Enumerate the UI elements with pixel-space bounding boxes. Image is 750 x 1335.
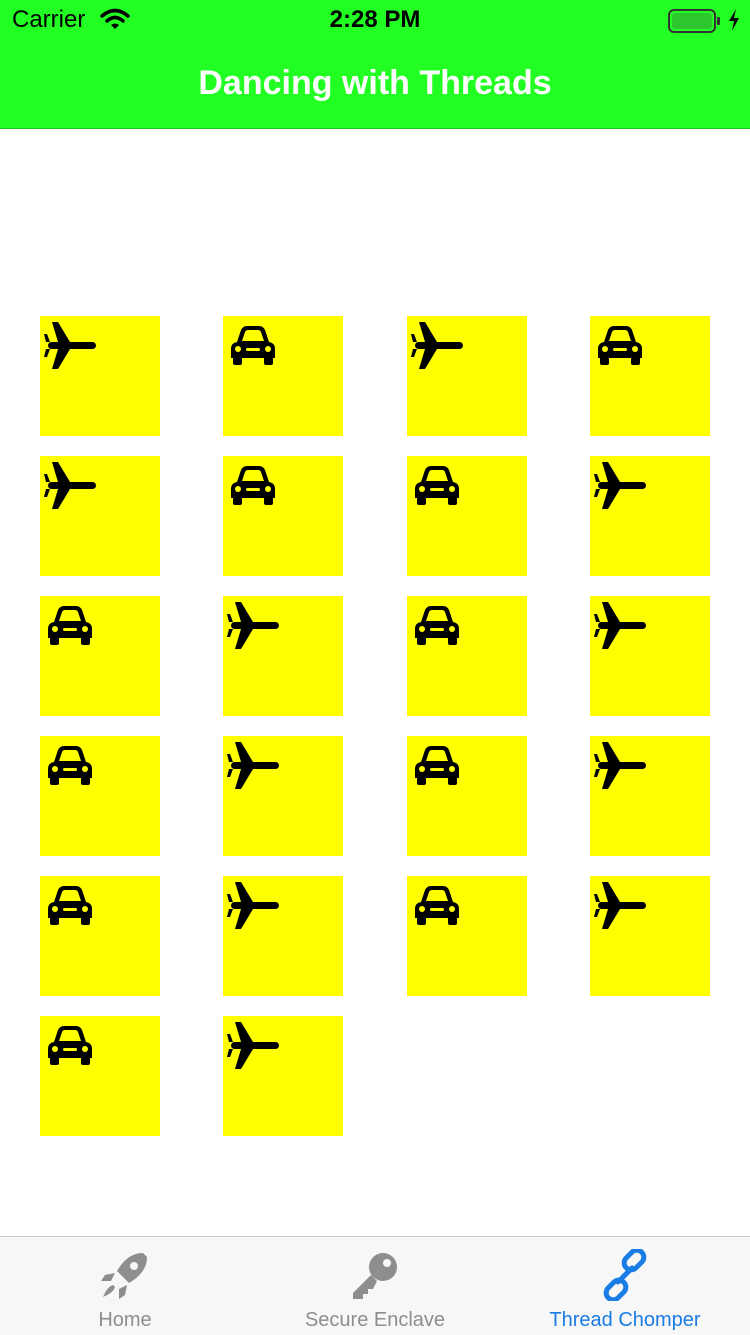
tab-secure-enclave[interactable]: Secure Enclave — [250, 1237, 500, 1335]
navigation-bar: Dancing with Threads — [0, 40, 750, 129]
airplane-icon — [227, 1022, 279, 1069]
status-bar: Carrier 2:28 PM — [0, 0, 750, 40]
tile — [40, 456, 160, 576]
airplane-icon — [44, 322, 96, 369]
airplane-icon — [411, 322, 463, 369]
tile — [407, 736, 527, 856]
tile — [590, 596, 710, 716]
carrier-label: Carrier — [12, 6, 86, 33]
tile — [590, 316, 710, 436]
car-icon — [415, 606, 459, 645]
rocket-icon — [101, 1253, 147, 1299]
tab-secure-enclave-label: Secure Enclave — [304, 1309, 446, 1331]
page-title: Dancing with Threads — [198, 64, 552, 102]
car-icon — [231, 466, 275, 505]
car-icon — [48, 606, 92, 645]
tab-bar: Home Secure Enclave Thread Chomper — [0, 1236, 750, 1335]
tile-grid — [40, 316, 710, 1136]
airplane-icon — [594, 462, 646, 509]
tab-thread-chomper-label: Thread Chomper — [549, 1309, 701, 1331]
airplane-icon — [227, 602, 279, 649]
status-time: 2:28 PM — [329, 6, 421, 33]
battery-icon — [668, 9, 722, 38]
car-icon — [48, 886, 92, 925]
airplane-icon — [44, 462, 96, 509]
tile — [223, 736, 343, 856]
charging-icon — [727, 8, 741, 37]
airplane-icon — [594, 602, 646, 649]
airplane-icon — [594, 742, 646, 789]
car-icon — [415, 746, 459, 785]
tile — [590, 876, 710, 996]
tile — [407, 596, 527, 716]
tile — [40, 316, 160, 436]
tile — [223, 876, 343, 996]
tile — [40, 736, 160, 856]
tile — [40, 596, 160, 716]
car-icon — [231, 326, 275, 365]
tile — [223, 1016, 343, 1136]
tile — [223, 316, 343, 436]
tile — [407, 876, 527, 996]
car-icon — [48, 746, 92, 785]
tab-home[interactable]: Home — [0, 1237, 250, 1335]
car-icon — [48, 1026, 92, 1065]
car-icon — [598, 326, 642, 365]
airplane-icon — [227, 742, 279, 789]
car-icon — [415, 886, 459, 925]
tile — [590, 736, 710, 856]
tile — [223, 456, 343, 576]
key-icon — [353, 1253, 397, 1299]
car-icon — [415, 466, 459, 505]
tab-thread-chomper[interactable]: Thread Chomper — [500, 1237, 750, 1335]
tile — [223, 596, 343, 716]
tile — [40, 1016, 160, 1136]
airplane-icon — [594, 882, 646, 929]
tile — [407, 456, 527, 576]
airplane-icon — [227, 882, 279, 929]
wifi-icon — [100, 8, 130, 35]
tab-home-label: Home — [98, 1309, 152, 1331]
link-icon — [603, 1249, 647, 1301]
tile — [407, 316, 527, 436]
tile — [590, 456, 710, 576]
tile — [40, 876, 160, 996]
